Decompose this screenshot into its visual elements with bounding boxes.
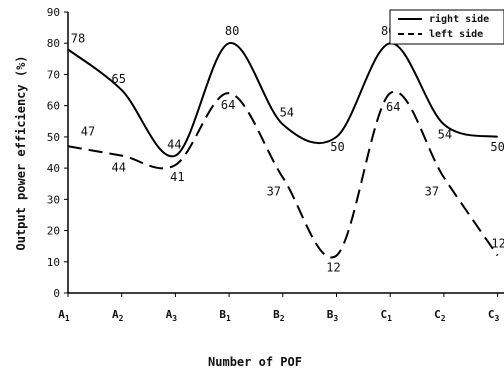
axes [67,12,504,294]
x-tick-label: C2 [434,308,446,323]
x-tick-label: A1 [58,308,70,323]
series-lines [67,42,499,259]
x-tick-label: C3 [488,308,500,323]
x-tick-label: B1 [219,308,231,323]
series-line-left-side [67,90,499,259]
y-tick-label: 90 [47,6,60,19]
series-line-right-side [67,42,498,158]
data-label: 37 [267,184,281,198]
x-tick-label: B3 [327,308,339,323]
data-label: 54 [438,127,452,141]
y-tick-label: 30 [47,193,60,206]
data-label: 12 [491,237,504,251]
y-tick-label: 50 [47,131,60,144]
data-label: 41 [170,170,184,184]
legend-label-left-side: left side [429,28,483,40]
x-tick-label: C1 [380,308,392,323]
legend: right side left side [389,9,504,45]
x-tick-label: A3 [166,308,178,323]
y-axis-ticks: 0 10 20 30 40 50 60 70 80 90 [47,6,68,300]
x-axis-title: Number of POF [208,355,302,369]
y-tick-label: 60 [47,100,60,113]
y-axis-title: Output power efficiency (%) [14,55,28,250]
data-label: 44 [167,138,181,152]
data-label: 78 [71,31,85,45]
x-axis-ticks: A1 A2 A3 B1 B2 B3 C1 C2 C3 [58,293,499,323]
y-tick-label: 20 [47,225,60,238]
y-tick-label: 0 [53,287,60,300]
y-tick-label: 70 [47,68,60,81]
data-label: 80 [225,24,239,38]
data-label: 64 [221,98,235,112]
data-label: 50 [330,140,344,154]
y-tick-label: 10 [47,256,60,269]
data-label: 37 [425,184,439,198]
y-tick-label: 40 [47,162,60,175]
data-label: 44 [111,161,125,175]
x-tick-label: B2 [273,308,285,323]
data-label: 47 [81,124,95,138]
data-label: 65 [111,72,125,86]
data-label: 54 [280,105,294,119]
data-label: 64 [386,100,400,114]
legend-box [389,9,504,45]
x-tick-label: A2 [112,308,124,323]
legend-label-right-side: right side [429,13,489,25]
y-tick-label: 80 [47,37,60,50]
data-label: 12 [326,261,340,275]
data-label: 50 [490,140,504,154]
